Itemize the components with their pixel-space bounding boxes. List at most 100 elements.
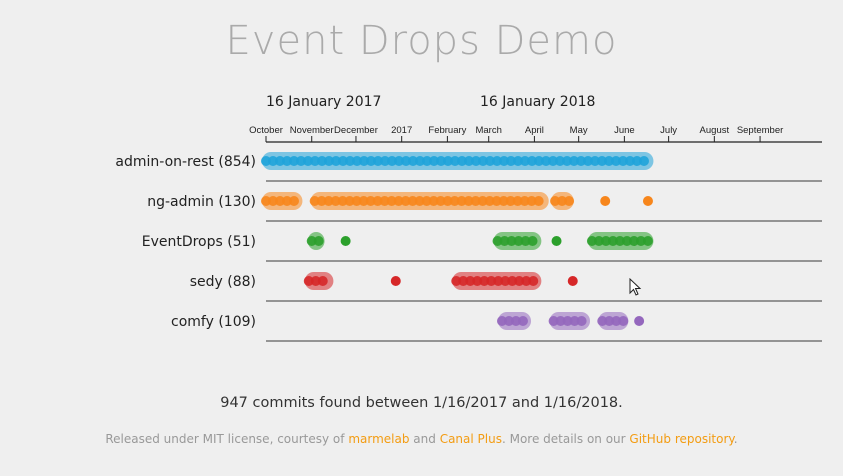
drop <box>289 196 299 206</box>
drop <box>435 196 446 206</box>
footer: Released under MIT license, courtesy of … <box>0 432 843 446</box>
drop <box>551 236 562 246</box>
page-title: Event Drops Demo <box>225 18 618 64</box>
drop <box>289 156 299 166</box>
drop <box>275 156 285 166</box>
drop <box>457 156 467 166</box>
event-drops-chart[interactable]: 16 January 2017 16 January 2018 October Nov… <box>0 0 843 380</box>
drop <box>639 156 649 166</box>
x-tick-label: August <box>700 125 730 136</box>
drop <box>359 156 369 166</box>
drop <box>526 196 537 206</box>
drop <box>510 316 521 326</box>
drop <box>394 156 404 166</box>
drop <box>451 276 462 286</box>
drop <box>345 156 355 166</box>
drop <box>593 236 604 246</box>
drop <box>478 156 488 166</box>
drop <box>586 236 597 246</box>
drop <box>569 156 579 166</box>
drop <box>611 156 621 166</box>
drop <box>562 156 572 166</box>
drop <box>310 276 321 286</box>
github-link[interactable]: GitHub repository <box>629 432 734 446</box>
drop <box>477 196 488 206</box>
series-label: comfy (109) <box>171 314 256 330</box>
drop <box>618 156 628 166</box>
drop <box>344 196 355 206</box>
drop <box>390 276 401 286</box>
drop <box>557 196 568 206</box>
drop <box>456 196 467 206</box>
x-tick-label: February <box>428 125 466 136</box>
drop <box>564 196 575 206</box>
x-tick-label: October <box>249 125 283 136</box>
drop <box>337 196 348 206</box>
canal-plus-link[interactable]: Canal Plus <box>439 432 502 446</box>
x-tick-label: November <box>290 125 334 136</box>
x-tick-label: September <box>737 125 783 136</box>
drop <box>498 196 509 206</box>
drop <box>317 276 328 286</box>
drop <box>533 196 544 206</box>
range-label: 16 January 2017 <box>266 94 381 110</box>
range-label: 16 January 2018 <box>480 94 595 110</box>
drop <box>576 156 586 166</box>
drop <box>303 276 314 286</box>
drop <box>600 236 611 246</box>
drop <box>358 196 369 206</box>
drop <box>513 236 524 246</box>
drop <box>562 316 573 326</box>
drop <box>458 276 469 286</box>
drop <box>514 276 525 286</box>
drop <box>496 316 507 326</box>
drop <box>415 156 425 166</box>
drop <box>520 236 531 246</box>
drop <box>479 276 490 286</box>
x-tick-label: April <box>525 125 544 136</box>
drop <box>583 156 593 166</box>
drop <box>324 156 334 166</box>
x-tick-label: June <box>614 125 635 136</box>
drop <box>268 156 278 166</box>
drop <box>597 316 608 326</box>
drop <box>449 196 460 206</box>
drop <box>485 156 495 166</box>
drop <box>500 276 511 286</box>
drop <box>521 276 532 286</box>
drop <box>607 236 618 246</box>
series-label: ng-admin (130) <box>147 194 256 210</box>
x-tick-label: 2017 <box>391 125 412 136</box>
drop <box>555 156 565 166</box>
drop <box>507 276 518 286</box>
drop <box>401 156 411 166</box>
drop <box>569 316 580 326</box>
drop <box>366 156 376 166</box>
drop <box>323 196 334 206</box>
drop <box>548 156 558 166</box>
drop <box>611 316 622 326</box>
drop <box>387 156 397 166</box>
drop <box>309 196 320 206</box>
drop <box>486 276 497 286</box>
drop <box>261 156 271 166</box>
drop <box>408 156 418 166</box>
drop <box>372 196 383 206</box>
footer-text: . More details on our <box>501 432 630 446</box>
drop <box>555 316 566 326</box>
series-label: admin-on-rest (854) <box>115 154 256 170</box>
drop <box>340 236 351 246</box>
drop <box>642 236 653 246</box>
drop <box>491 196 502 206</box>
drop <box>506 156 516 166</box>
drop <box>331 156 341 166</box>
marmelab-link[interactable]: marmelab <box>348 432 410 446</box>
commit-summary: 947 commits found between 1/16/2017 and … <box>220 395 623 411</box>
drop <box>576 316 587 326</box>
drop <box>548 316 559 326</box>
drop <box>275 196 285 206</box>
drop <box>528 276 539 286</box>
drop <box>517 316 528 326</box>
drop <box>386 196 397 206</box>
drop <box>513 156 523 166</box>
